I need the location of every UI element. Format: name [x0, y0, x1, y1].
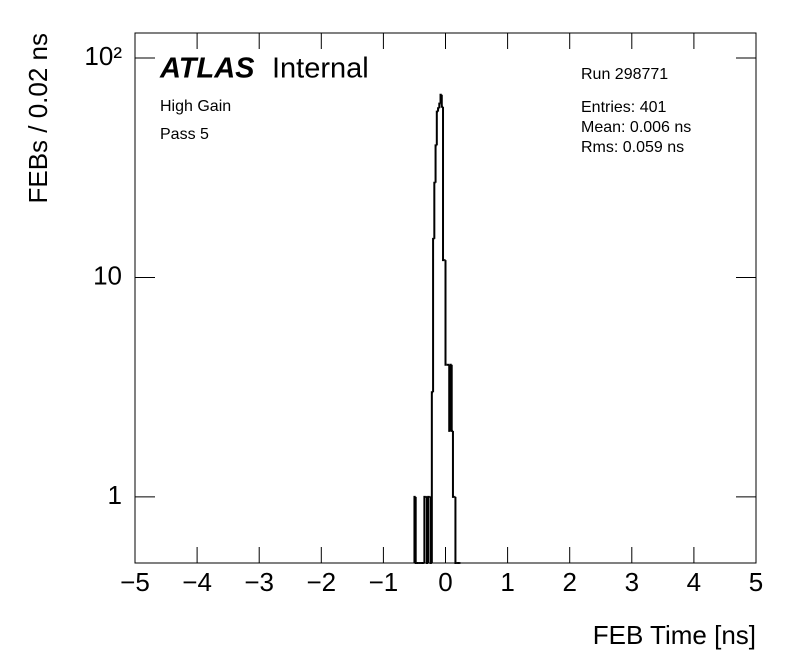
histogram-bin: [437, 107, 440, 112]
histogram-bin: [450, 364, 453, 432]
x-tick-label: 0: [438, 567, 452, 597]
annotation: Pass 5: [160, 126, 209, 143]
histogram-bin: [444, 260, 447, 366]
annotation: Entries: 401: [581, 99, 666, 116]
atlas-label: ATLAS: [159, 53, 255, 85]
annotation: Rms: 0.059 ns: [581, 139, 684, 156]
histogram-bin: [427, 495, 430, 563]
histogram-bin: [442, 106, 445, 262]
x-tick-label: 1: [500, 567, 514, 597]
x-tick-label: −1: [369, 567, 399, 597]
histogram-bin: [434, 144, 437, 183]
histogram-bin: [423, 495, 426, 563]
x-tick-label: 5: [749, 567, 763, 597]
y-tick-label: 10²: [84, 41, 122, 71]
histogram-bin: [440, 94, 444, 108]
x-tick-label: −4: [182, 567, 212, 597]
x-tick-label: 3: [625, 567, 639, 597]
histogram-bin: [438, 102, 441, 109]
y-tick-label: 10: [93, 260, 122, 290]
y-axis-label: FEBs / 0.02 ns: [23, 33, 53, 204]
x-tick-label: 4: [687, 567, 701, 597]
x-tick-label: −2: [306, 567, 336, 597]
histogram-bin: [449, 363, 452, 431]
atlas-status: Internal: [272, 53, 369, 85]
annotation: Run 298771: [581, 66, 668, 83]
histogram-bin: [414, 496, 417, 564]
x-axis-label: FEB Time [ns]: [593, 620, 756, 650]
histogram-bin: [454, 496, 457, 564]
histogram-bin: [451, 430, 455, 498]
histogram-bin: [430, 391, 434, 563]
x-tick-label: −5: [120, 567, 150, 597]
histogram-bin: [435, 110, 439, 146]
y-tick-label: 1: [108, 480, 122, 510]
x-tick-label: 2: [562, 567, 576, 597]
histogram-bin: [433, 181, 436, 239]
annotation: Mean: 0.006 ns: [581, 119, 691, 136]
annotation: High Gain: [160, 98, 231, 115]
x-tick-label: −3: [244, 567, 274, 597]
histogram-bin: [432, 237, 435, 393]
